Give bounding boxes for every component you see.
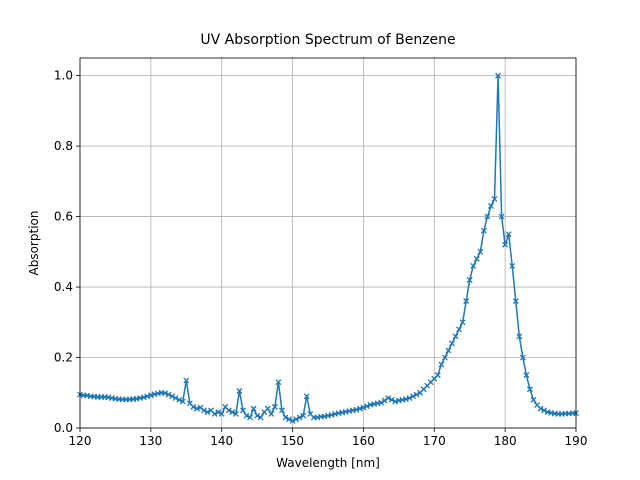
data-marker <box>505 231 512 238</box>
data-marker <box>211 410 218 417</box>
data-marker <box>169 393 176 400</box>
data-marker <box>541 407 548 414</box>
data-marker <box>473 255 480 262</box>
data-marker <box>488 203 494 209</box>
data-marker <box>215 409 222 416</box>
data-marker <box>537 405 544 412</box>
data-marker <box>225 407 232 414</box>
data-marker <box>236 388 243 394</box>
data-marker <box>247 414 254 421</box>
data-marker <box>179 398 186 405</box>
x-tick-label: 150 <box>281 434 304 448</box>
data-marker <box>463 298 470 305</box>
data-marker <box>470 262 477 269</box>
data-marker <box>480 227 487 234</box>
plot-frame <box>79 57 577 429</box>
data-marker <box>232 410 239 417</box>
data-marker <box>388 396 395 403</box>
data-marker <box>289 417 296 424</box>
x-axis-label: Wavelength [nm] <box>276 456 380 470</box>
data-marker <box>264 405 271 412</box>
data-marker <box>477 248 484 255</box>
data-marker <box>282 414 289 421</box>
data-marker <box>484 213 491 220</box>
data-marker <box>498 213 505 220</box>
data-marker <box>519 354 526 361</box>
data-marker <box>381 397 388 404</box>
data-marker <box>271 403 278 410</box>
data-marker <box>449 340 455 347</box>
data-marker <box>300 412 307 419</box>
data-marker <box>410 393 416 400</box>
data-marker <box>441 354 448 361</box>
data-marker <box>526 386 533 393</box>
x-tick-label: 180 <box>494 434 517 448</box>
y-tick-label: 0.4 <box>54 280 73 294</box>
data-marker <box>293 416 300 423</box>
data-marker <box>286 416 292 423</box>
data-marker <box>491 195 498 202</box>
data-marker <box>190 403 197 410</box>
data-marker <box>523 372 530 379</box>
data-marker <box>257 414 264 421</box>
data-marker <box>413 391 420 398</box>
data-marker <box>452 333 459 340</box>
x-tick-label: 140 <box>210 434 233 448</box>
data-marker <box>434 372 441 379</box>
data-marker <box>243 412 250 419</box>
y-tick-label: 0.0 <box>54 421 73 435</box>
data-marker <box>162 390 168 397</box>
x-tick-label: 120 <box>69 434 92 448</box>
x-tick-label: 190 <box>565 434 588 448</box>
data-marker <box>502 241 509 248</box>
data-marker <box>268 410 275 417</box>
data-marker <box>456 326 463 333</box>
data-marker <box>360 404 367 411</box>
data-marker <box>250 405 257 412</box>
data-marker <box>201 407 207 414</box>
x-tick-label: 160 <box>352 434 375 448</box>
data-marker <box>466 277 473 283</box>
data-marker <box>530 396 537 403</box>
data-marker <box>406 395 413 402</box>
y-tick-label: 1.0 <box>54 69 73 83</box>
x-tick-label: 130 <box>139 434 162 448</box>
data-marker <box>438 361 445 368</box>
data-marker <box>512 298 519 305</box>
data-marker <box>254 412 261 419</box>
data-marker <box>229 409 236 416</box>
data-marker <box>364 403 370 410</box>
data-line <box>79 75 576 422</box>
data-marker <box>445 347 452 354</box>
data-marker <box>240 407 246 414</box>
data-marker <box>183 377 190 384</box>
x-tick-label: 170 <box>423 434 446 448</box>
data-marker <box>378 399 385 406</box>
data-marker <box>296 414 303 421</box>
data-marker <box>176 396 183 403</box>
data-marker <box>509 262 516 269</box>
data-marker <box>218 410 225 417</box>
data-marker <box>495 72 502 79</box>
data-marker <box>165 391 172 398</box>
data-marker <box>385 395 392 402</box>
data-marker <box>459 319 466 326</box>
chart-title: UV Absorption Spectrum of Benzene <box>200 32 455 48</box>
y-tick-label: 0.2 <box>54 351 73 365</box>
data-marker <box>303 393 310 400</box>
data-marker <box>516 333 523 340</box>
y-tick-label: 0.8 <box>54 139 73 153</box>
data-marker <box>172 395 179 402</box>
data-marker <box>275 379 282 386</box>
y-axis-label: Absorption <box>27 211 41 276</box>
y-tick-label: 0.6 <box>54 210 73 224</box>
data-marker <box>204 409 211 416</box>
data-marker <box>278 407 285 414</box>
